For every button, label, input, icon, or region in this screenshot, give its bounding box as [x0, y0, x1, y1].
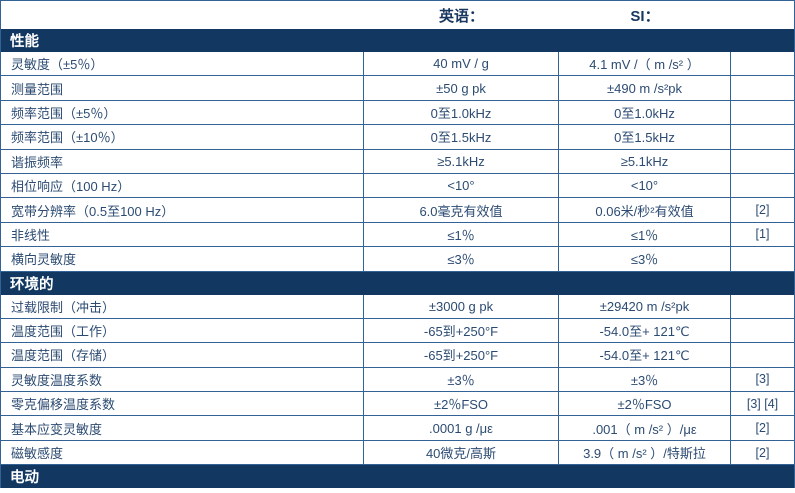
value-english: ≥5.1kHz	[364, 149, 559, 173]
spec-label: 灵敏度温度系数	[1, 367, 364, 392]
value-english: ±50 g pk	[364, 76, 559, 100]
table-header-row: 英语： SI：	[1, 1, 794, 29]
spec-label: 温度范围（存储）	[1, 343, 364, 367]
value-si: .001（ m /s² ）/με	[559, 416, 731, 440]
footnote-ref: [3] [4]	[746, 396, 779, 411]
value-si: -54.0至+ 121℃	[559, 343, 731, 367]
footnote-ref	[731, 319, 794, 342]
spec-label: 频率范围（±5％）	[1, 100, 364, 125]
table-row: 零克偏移温度系数 ±2％FSO ±2％FSO [3] [4]	[1, 392, 794, 417]
value-si: ≥5.1kHz	[559, 149, 731, 173]
spec-label: 零克偏移温度系数	[1, 392, 364, 416]
spec-label: 频率范围（±10％）	[1, 125, 364, 149]
header-note-column	[731, 1, 794, 29]
header-english-column: 英语：	[438, 7, 484, 25]
section-header-environmental: 环境的	[1, 271, 794, 295]
footnote-ref: [2]	[755, 445, 770, 460]
spec-label: 谐振频率	[1, 149, 364, 173]
footnote-ref	[731, 101, 794, 124]
table-row: 灵敏度（±5％） 40 mV / g 4.1 mV /（ m /s² ）	[1, 52, 794, 77]
value-si: ≤1％	[559, 222, 731, 247]
value-si: ±3％	[559, 367, 731, 392]
value-si: ±29420 m /s²pk	[559, 294, 731, 318]
value-si: ±490 m /s²pk	[559, 76, 731, 100]
table-row: 基本应变灵敏度 .0001 g /με .001（ m /s² ）/με [2]	[1, 416, 794, 441]
table-row: 灵敏度温度系数 ±3％ ±3％ [3]	[1, 367, 794, 393]
footnote-ref	[731, 125, 794, 148]
footnote-ref	[731, 343, 794, 366]
table-row: 频率范围（±5％） 0至1.0kHz 0至1.0kHz	[1, 100, 794, 126]
value-english: 0至1.5kHz	[364, 125, 559, 149]
table-row: 温度范围（工作） -65到+250°F -54.0至+ 121℃	[1, 318, 794, 344]
table-row: 温度范围（存储） -65到+250°F -54.0至+ 121℃	[1, 343, 794, 368]
value-english: ≤3％	[364, 247, 559, 271]
table-row: 宽带分辨率（0.5至100 Hz） 6.0毫克有效值 0.06米/秒²有效值 […	[1, 198, 794, 223]
spec-label: 磁敏感度	[1, 440, 364, 465]
footnote-ref	[731, 150, 794, 173]
footnote-ref: [2]	[755, 203, 770, 218]
value-english: 6.0毫克有效值	[364, 198, 559, 222]
footnote-ref: [1]	[755, 227, 770, 242]
table-row: 磁敏感度 40微克/高斯 3.9（ m /s² ）/特斯拉 [2]	[1, 440, 794, 466]
value-si: ±2％FSO	[559, 392, 731, 416]
footnote-ref: [3]	[755, 372, 770, 387]
spec-label: 非线性	[1, 222, 364, 247]
value-english: -65到+250°F	[364, 318, 559, 343]
value-english: ≤1％	[364, 222, 559, 247]
section-header-performance: 性能	[1, 29, 794, 52]
spec-label: 宽带分辨率（0.5至100 Hz）	[1, 198, 364, 222]
spec-label: 基本应变灵敏度	[1, 416, 364, 440]
value-english: 40 mV / g	[364, 52, 559, 76]
value-si: -54.0至+ 121℃	[559, 318, 731, 343]
header-si-column: SI：	[630, 7, 660, 25]
footnote-ref	[731, 52, 794, 75]
table-row: 非线性 ≤1％ ≤1％ [1]	[1, 222, 794, 248]
spec-label: 灵敏度（±5％）	[1, 52, 364, 76]
table-row: 测量范围 ±50 g pk ±490 m /s²pk	[1, 76, 794, 101]
value-english: ±3000 g pk	[364, 294, 559, 318]
value-si: 0.06米/秒²有效值	[559, 198, 731, 222]
footnote-ref: [2]	[755, 421, 770, 436]
footnote-ref	[731, 76, 794, 99]
table-row: 相位响应（100 Hz） <10° <10°	[1, 173, 794, 199]
value-si: 0至1.0kHz	[559, 100, 731, 125]
table-row: 频率范围（±10％） 0至1.5kHz 0至1.5kHz	[1, 125, 794, 150]
spec-label: 过载限制（冲击）	[1, 294, 364, 318]
spec-label: 相位响应（100 Hz）	[1, 173, 364, 198]
table-row: 谐振频率 ≥5.1kHz ≥5.1kHz	[1, 149, 794, 174]
header-label-column	[1, 1, 364, 29]
section-header-electrical: 电动	[1, 465, 794, 489]
value-english: <10°	[364, 173, 559, 198]
table-row: 过载限制（冲击） ±3000 g pk ±29420 m /s²pk	[1, 294, 794, 319]
value-english: 40微克/高斯	[364, 440, 559, 465]
value-english: 0至1.0kHz	[364, 100, 559, 125]
value-si: ≤3％	[559, 247, 731, 271]
value-english: ±2％FSO	[364, 392, 559, 416]
value-si: 4.1 mV /（ m /s² ）	[559, 52, 731, 76]
spec-label: 温度范围（工作）	[1, 318, 364, 343]
value-si: 0至1.5kHz	[559, 125, 731, 149]
footnote-ref	[731, 247, 794, 270]
spec-label: 测量范围	[1, 76, 364, 100]
footnote-ref	[731, 174, 794, 197]
footnote-ref	[731, 295, 794, 318]
value-si: 3.9（ m /s² ）/特斯拉	[559, 440, 731, 465]
table-row: 横向灵敏度 ≤3％ ≤3％	[1, 247, 794, 272]
value-english: -65到+250°F	[364, 343, 559, 367]
spec-label: 横向灵敏度	[1, 247, 364, 271]
value-english: .0001 g /με	[364, 416, 559, 440]
value-english: ±3％	[364, 367, 559, 392]
value-si: <10°	[559, 173, 731, 198]
